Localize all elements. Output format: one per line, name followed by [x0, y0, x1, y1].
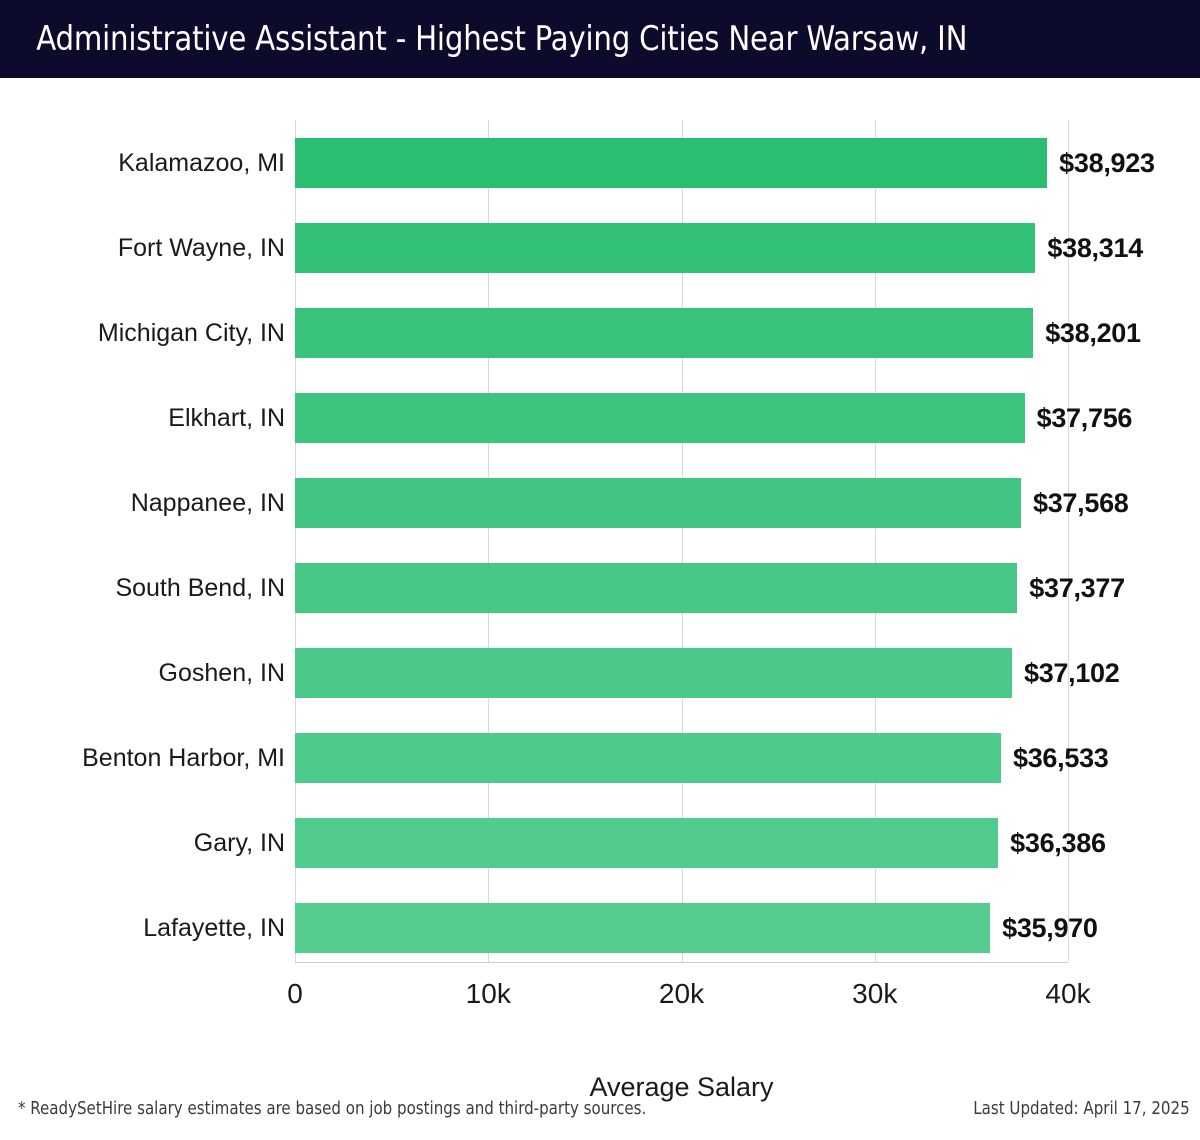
bar-value-label: $35,970: [1002, 913, 1098, 943]
gridline: [681, 120, 683, 962]
bar-row: Goshen, IN $37,102: [159, 630, 1120, 715]
bar-row: Michigan City, IN $38,201: [98, 290, 1141, 375]
page-title: Administrative Assistant - Highest Payin…: [36, 19, 968, 59]
bar-value-label: $36,386: [1010, 828, 1106, 858]
bar: [295, 308, 1034, 358]
bar-row: Elkhart, IN $37,756: [168, 375, 1132, 460]
bar-value-label: $37,568: [1033, 488, 1129, 518]
bar: [295, 818, 999, 868]
bar-row: Gary, IN $36,386: [194, 800, 1106, 885]
x-tick-label: 10k: [465, 978, 511, 1009]
chart-header-bar: Administrative Assistant - Highest Payin…: [0, 0, 1200, 78]
bar: [295, 478, 1021, 528]
footer-last-updated: Last Updated: April 17, 2025: [973, 1098, 1190, 1119]
bar-value-label: $37,756: [1036, 403, 1133, 433]
category-label: Benton Harbor, MI: [82, 744, 285, 772]
chart-canvas: Kalamazoo, MI $38,923 Fort Wayne, IN $38,31…: [0, 78, 1200, 1140]
bar: [295, 733, 1001, 783]
category-label: Lafayette, IN: [143, 914, 285, 942]
category-label: Goshen, IN: [158, 659, 285, 687]
bar: [295, 138, 1048, 188]
x-tick-label: 0: [287, 978, 303, 1009]
bar-row: Fort Wayne, IN $38,314: [118, 205, 1143, 290]
category-label: Elkhart, IN: [168, 404, 285, 432]
category-label: Fort Wayne, IN: [117, 234, 285, 262]
x-tick-label: 20k: [658, 978, 705, 1009]
category-label: Michigan City, IN: [97, 319, 285, 347]
category-label: Nappanee, IN: [130, 489, 285, 517]
plot-area: Kalamazoo, MI $38,923 Fort Wayne, IN $38,31…: [82, 120, 1155, 1102]
bar: [295, 563, 1018, 613]
bar-value-label: $38,923: [1059, 148, 1155, 178]
bar-row: Benton Harbor, MI $36,533: [82, 715, 1109, 800]
bar-row: Lafayette, IN $35,970: [143, 885, 1098, 970]
x-axis-title: Average Salary: [589, 1072, 774, 1102]
bar-value-label: $37,377: [1029, 573, 1125, 603]
x-tick-label: 40k: [1045, 978, 1091, 1009]
gridline: [488, 120, 490, 962]
footer-disclaimer: * ReadySetHire salary estimates are base…: [18, 1098, 647, 1119]
category-label: Kalamazoo, MI: [118, 149, 285, 177]
bar-value-label: $37,102: [1023, 658, 1120, 688]
bar-value-label: $38,314: [1047, 233, 1143, 263]
bar: [295, 393, 1025, 443]
bar-row: Nappanee, IN $37,568: [131, 460, 1129, 545]
gridline: [295, 120, 296, 962]
x-axis-line: [295, 962, 1068, 963]
category-label: South Bend, IN: [115, 574, 285, 602]
gridline: [1068, 120, 1069, 962]
chart-footer: * ReadySetHire salary estimates are base…: [0, 1098, 1200, 1132]
gridline: [874, 120, 876, 962]
bar: [295, 903, 991, 953]
bar-value-label: $38,201: [1045, 318, 1141, 348]
bar-row: South Bend, IN $37,377: [115, 545, 1125, 630]
x-tick-label: 30k: [852, 978, 898, 1009]
category-label: Gary, IN: [193, 829, 285, 857]
bar-value-label: $36,533: [1013, 743, 1109, 773]
bar: [295, 223, 1036, 273]
bar-row: Kalamazoo, MI $38,923: [118, 120, 1155, 205]
bar: [295, 648, 1012, 698]
